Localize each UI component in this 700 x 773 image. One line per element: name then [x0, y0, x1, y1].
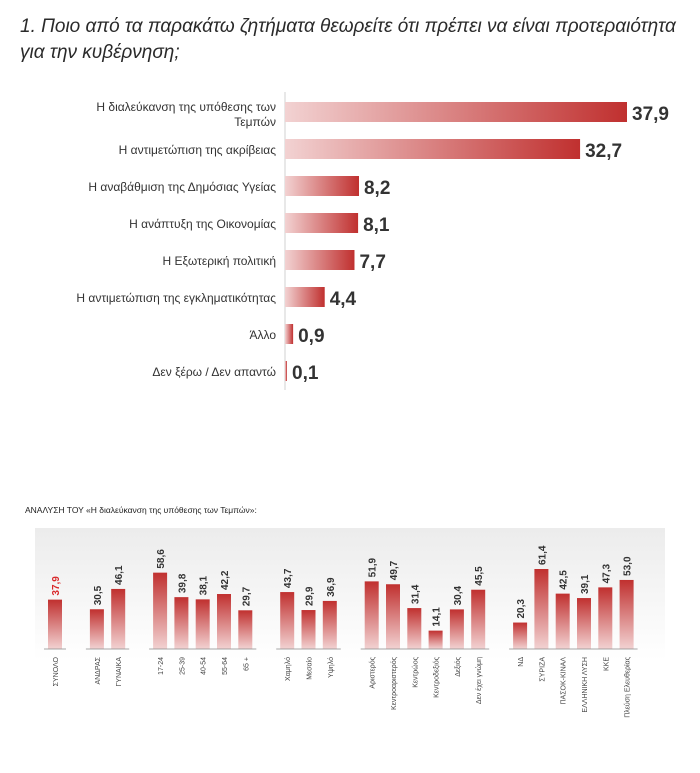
value-label: 8,2 — [364, 178, 390, 199]
category-label: Αριστερός — [369, 656, 377, 688]
value-label: 31,4 — [410, 584, 421, 604]
category-label: Κεντροαριστερός — [390, 656, 398, 710]
value-label: 42,2 — [220, 570, 231, 590]
category-label: Η αντιμετώπιση της εγκληματικότητας — [76, 291, 276, 305]
category-label: Δεν ξέρω / Δεν απαντώ — [152, 365, 276, 379]
bar — [449, 609, 464, 649]
value-label: 61,4 — [537, 545, 548, 565]
bar — [111, 588, 126, 649]
bar — [285, 250, 355, 270]
value-label: 7,7 — [359, 252, 385, 273]
category-label: Άλλο — [249, 328, 276, 342]
bar — [285, 102, 627, 122]
chart-panel — [35, 528, 665, 660]
value-label: 14,1 — [432, 607, 443, 627]
value-label: 37,9 — [51, 576, 62, 596]
bar — [280, 592, 295, 649]
breakdown-title: ΑΝΑΛΥΣΗ ΤΟΥ «Η διαλεύκανση της υπόθεσης … — [25, 505, 257, 515]
category-label: 25-39 — [179, 657, 186, 675]
bar — [195, 599, 210, 649]
value-label: 46,1 — [114, 565, 125, 585]
breakdown-bar-chart: ΑΝΑΛΥΣΗ ΤΟΥ «Η διαλεύκανση της υπόθεσης … — [25, 505, 665, 718]
category-label: 55-64 — [222, 657, 229, 675]
value-label: 30,5 — [93, 585, 104, 605]
category-label: Η αντιμετώπιση της ακρίβειας — [119, 143, 277, 157]
value-label: 29,9 — [305, 586, 316, 606]
value-label: 0,1 — [292, 363, 319, 384]
bar — [322, 600, 337, 649]
bar — [364, 581, 379, 649]
category-label: Πλεύση Ελευθερίας — [624, 656, 632, 717]
category-label: Η διαλεύκανση της υπόθεσης των Τεμπών — [96, 100, 276, 129]
bar — [513, 622, 528, 649]
category-label: Κεντροδεξιός — [433, 656, 441, 698]
value-label: 32,7 — [585, 141, 622, 162]
category-label: ΑΝΔΡΑΣ — [95, 656, 102, 684]
bar — [301, 610, 316, 649]
value-label: 36,9 — [326, 577, 337, 597]
bar — [428, 630, 443, 649]
bar — [285, 139, 581, 159]
value-label: 43,7 — [283, 568, 294, 588]
bar — [285, 361, 287, 381]
value-label: 58,6 — [156, 549, 167, 569]
bar — [555, 593, 570, 649]
bar — [407, 608, 422, 649]
bar — [534, 569, 549, 649]
value-label: 42,5 — [559, 570, 570, 590]
value-label: 45,5 — [474, 566, 485, 586]
bar — [285, 324, 294, 344]
value-label: 49,7 — [389, 560, 400, 580]
bar — [577, 598, 591, 649]
bar — [89, 609, 104, 649]
value-label: 47,3 — [601, 563, 612, 583]
bar — [238, 610, 253, 649]
value-label: 39,1 — [580, 574, 591, 594]
bar — [471, 589, 486, 649]
value-label: 29,7 — [241, 586, 252, 606]
bar — [285, 287, 325, 307]
bar — [619, 579, 634, 649]
bar — [386, 584, 400, 649]
category-label: Η Εξωτερική πολιτική — [163, 254, 276, 268]
category-label: Κεντρώος — [411, 656, 419, 687]
value-label: 20,3 — [516, 599, 527, 619]
bar — [285, 176, 359, 196]
category-label: Η ανάπτυξη της Οικονομίας — [129, 217, 276, 231]
category-label: 65 + — [243, 657, 250, 671]
page-title: 1. Ποιο από τα παρακάτω ζητήματα θεωρείτ… — [20, 16, 676, 63]
value-label: 37,9 — [632, 104, 669, 125]
category-label: Δεξιός — [454, 656, 462, 676]
value-label: 53,0 — [623, 556, 634, 576]
value-label: 8,1 — [363, 215, 390, 236]
priority-bar-chart: Η διαλεύκανση της υπόθεσης των Τεμπών 37,9… — [76, 92, 669, 390]
category-label: ΚΚΕ — [603, 657, 610, 671]
category-label: ΣΥΡΙΖΑ — [539, 657, 546, 682]
category-label: ΕΛΛΗΝΙΚΗ ΛΥΣΗ — [582, 657, 589, 713]
category-label: Υψηλό — [327, 657, 335, 678]
value-label: 39,8 — [177, 573, 188, 593]
value-label: 38,1 — [199, 575, 210, 595]
value-label: 30,4 — [453, 585, 464, 605]
bar — [598, 587, 613, 649]
bar — [48, 599, 62, 649]
category-label: ΣΥΝΟΛΟ — [53, 656, 60, 686]
category-label: ΝΔ — [518, 657, 525, 667]
bar — [217, 594, 231, 649]
category-label: Δεν έχει γνώμη — [475, 657, 483, 704]
category-label: Χαμηλό — [284, 657, 292, 681]
bar — [153, 572, 168, 649]
category-label: ΓΥΝΑΙΚΑ — [116, 657, 123, 687]
value-label: 0,9 — [298, 326, 324, 347]
value-label: 4,4 — [330, 289, 357, 310]
category-label: Μεσαίο — [306, 657, 314, 680]
category-label: 40-54 — [201, 657, 208, 675]
bar — [174, 597, 189, 649]
value-label: 51,9 — [368, 557, 379, 577]
category-label: ΠΑΣΟΚ-ΚΙΝΑΛ — [561, 657, 568, 705]
category-label: 17-24 — [158, 657, 165, 675]
category-label: Η αναβάθμιση της Δημόσιας Υγείας — [88, 180, 276, 194]
bar — [285, 213, 359, 233]
